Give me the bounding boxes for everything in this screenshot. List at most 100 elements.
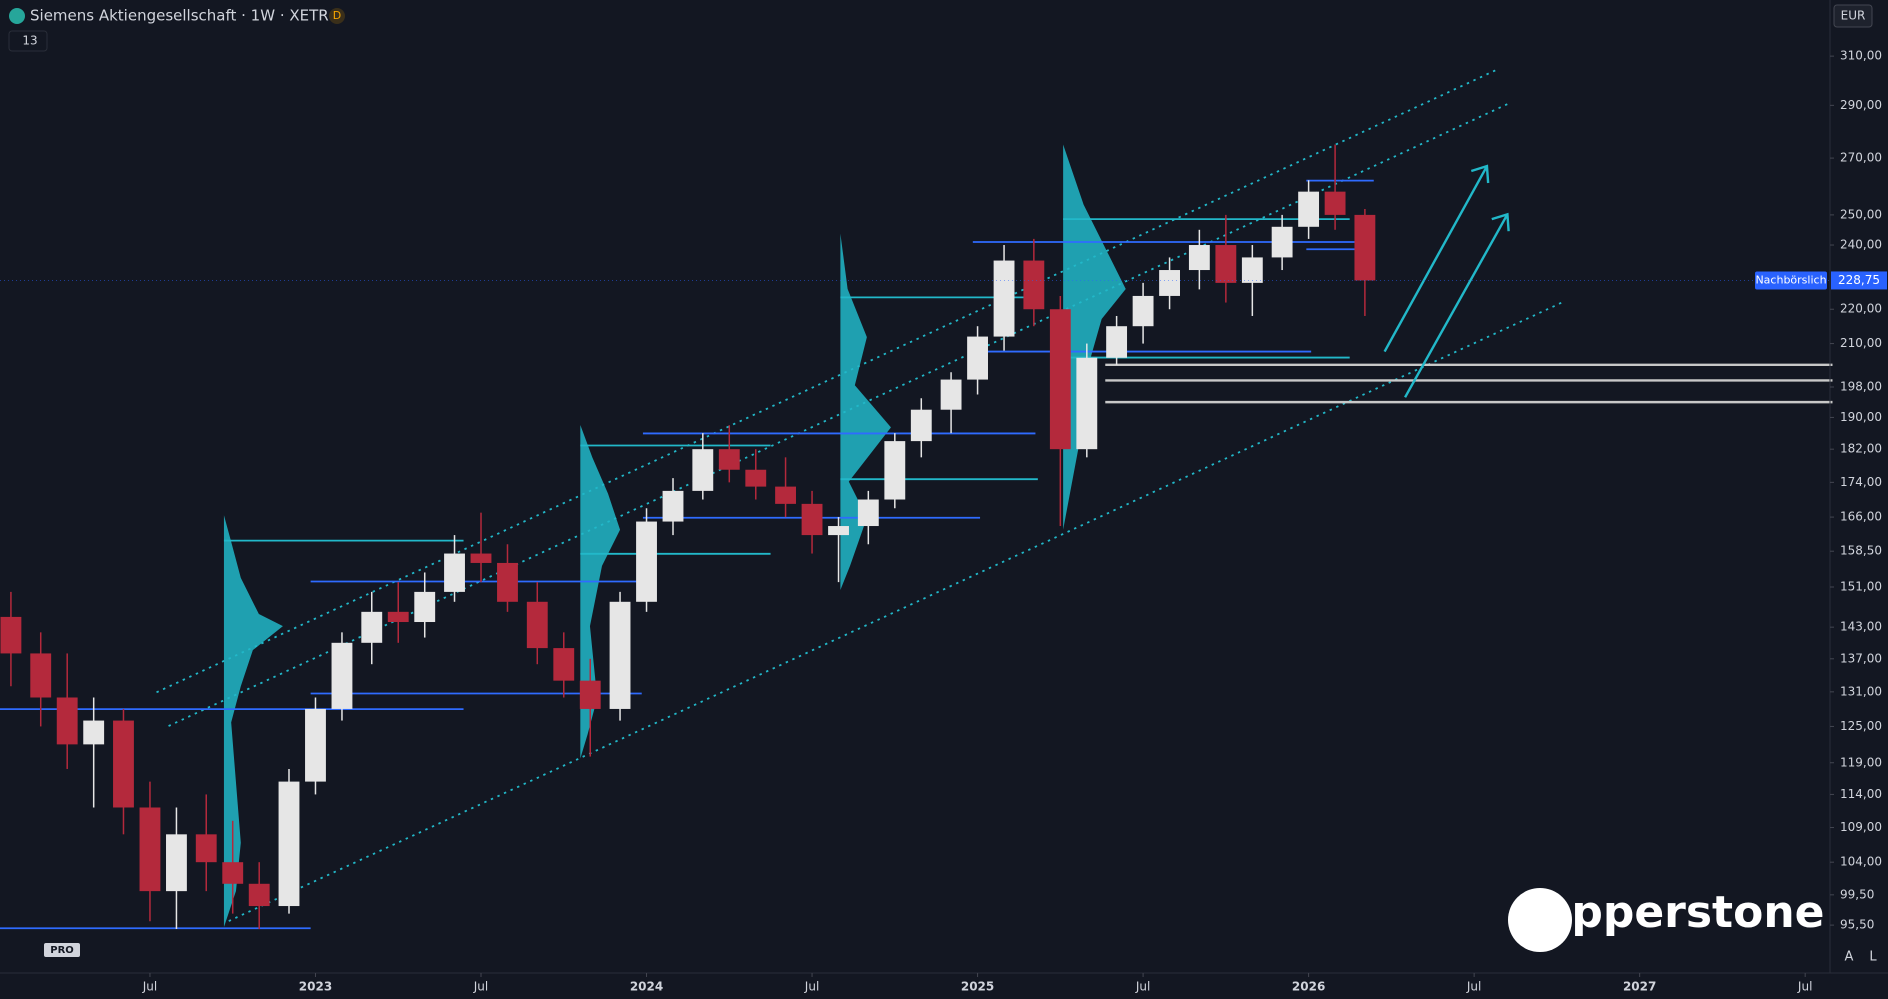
candle-body [609, 601, 631, 709]
candle-body [1076, 357, 1098, 450]
candle-body [636, 521, 657, 602]
candle-body [278, 781, 300, 907]
candle-body [1324, 191, 1346, 215]
watermark-logo [1508, 888, 1572, 952]
channel-line [156, 69, 1497, 694]
candle-body [1354, 214, 1376, 281]
badge-icon [329, 8, 345, 24]
candle-body [940, 379, 962, 410]
candle-body [1023, 260, 1045, 310]
candle-body [1188, 245, 1210, 271]
candle-body [692, 449, 714, 491]
candle-body [222, 862, 244, 884]
y-tick-label: 270,00 [1840, 151, 1882, 165]
candle-body [248, 883, 270, 907]
y-tick-label: 182,00 [1840, 442, 1882, 456]
indicator-count[interactable]: 13 [22, 34, 37, 48]
candle-body [331, 642, 353, 709]
logo-badge: PRO [50, 945, 74, 956]
candle-body [1215, 245, 1237, 283]
y-tick-label: 250,00 [1840, 207, 1882, 221]
candle-body [828, 526, 849, 536]
candle-body [718, 449, 740, 470]
last-price-label: 228,75 [1838, 273, 1880, 287]
candle-body [884, 441, 906, 500]
symbol-icon [9, 8, 25, 24]
x-tick-label: Jul [473, 980, 488, 994]
y-tick-label: 99,50 [1840, 887, 1874, 901]
candle-body [1106, 326, 1128, 358]
x-tick-label: 2027 [1623, 980, 1656, 994]
candle-body [30, 653, 52, 698]
candle-body [56, 697, 78, 745]
candle-body [1241, 257, 1263, 283]
session-label-box [1755, 271, 1827, 290]
y-tick-label: 114,00 [1840, 787, 1882, 801]
candle-body [414, 591, 436, 623]
candle-body [1298, 191, 1320, 227]
y-tick-label: 166,00 [1840, 510, 1882, 524]
candle-body [801, 503, 823, 536]
scale-button[interactable]: L [1869, 950, 1877, 965]
candle-body [553, 648, 575, 681]
y-tick-label: 109,00 [1840, 820, 1882, 834]
candle-body [579, 680, 601, 709]
y-tick-label: 119,00 [1840, 755, 1882, 769]
chart-title: Siemens Aktiengesellschaft · 1W · XETR [30, 7, 329, 25]
candle-body [1271, 226, 1293, 258]
y-tick-label: 174,00 [1840, 475, 1882, 489]
candle-body [305, 708, 326, 782]
y-tick-label: 143,00 [1840, 620, 1882, 634]
y-tick-label: 310,00 [1840, 49, 1882, 63]
candle-body [526, 601, 548, 649]
y-tick-label: 220,00 [1840, 302, 1882, 316]
x-tick-label: 2025 [961, 980, 994, 994]
candle-body [745, 469, 767, 487]
y-tick-label: 125,00 [1840, 719, 1882, 733]
candle-body [497, 562, 518, 602]
candle-body [470, 553, 492, 563]
candle-body [0, 616, 22, 654]
candle-body [113, 720, 134, 808]
candle-body [1132, 295, 1154, 327]
y-tick-label: 198,00 [1840, 379, 1882, 393]
volume-profile [840, 233, 891, 590]
logo-badge-box [44, 943, 80, 957]
y-tick-label: 131,00 [1840, 684, 1882, 698]
last-price-box [1831, 271, 1887, 290]
candle-body [83, 720, 105, 745]
x-tick-label: Jul [142, 980, 157, 994]
arrow [1404, 212, 1510, 398]
candle-body [662, 490, 684, 522]
candle-body [1049, 309, 1071, 450]
candle-body [910, 409, 932, 442]
x-tick-label: Jul [1466, 980, 1481, 994]
y-tick-label: 151,00 [1840, 579, 1882, 593]
y-tick-label: 190,00 [1840, 410, 1882, 424]
scale-button[interactable]: A [1845, 950, 1854, 965]
y-tick-label: 210,00 [1840, 336, 1882, 350]
y-tick-label: 158,50 [1840, 544, 1882, 558]
candle-body [139, 807, 161, 892]
currency[interactable]: EUR [1841, 9, 1866, 23]
x-tick-label: Jul [1797, 980, 1812, 994]
session-label: Nachbörslich [1755, 273, 1826, 286]
candle-body [195, 834, 217, 863]
x-tick-label: Jul [1135, 980, 1150, 994]
y-tick-label: 95,50 [1840, 918, 1874, 932]
currency-button[interactable] [1833, 4, 1873, 28]
candle-body [775, 486, 796, 504]
candle-body [1159, 270, 1180, 296]
candle-body [857, 499, 879, 527]
arrow [1383, 164, 1490, 353]
y-tick-label: 137,00 [1840, 651, 1882, 665]
x-tick-label: Jul [804, 980, 819, 994]
indicator-toggle[interactable] [8, 30, 48, 52]
candle-body [993, 260, 1015, 337]
x-tick-label: 2024 [630, 980, 663, 994]
candle-body [361, 611, 383, 643]
channel-line [168, 102, 1509, 727]
